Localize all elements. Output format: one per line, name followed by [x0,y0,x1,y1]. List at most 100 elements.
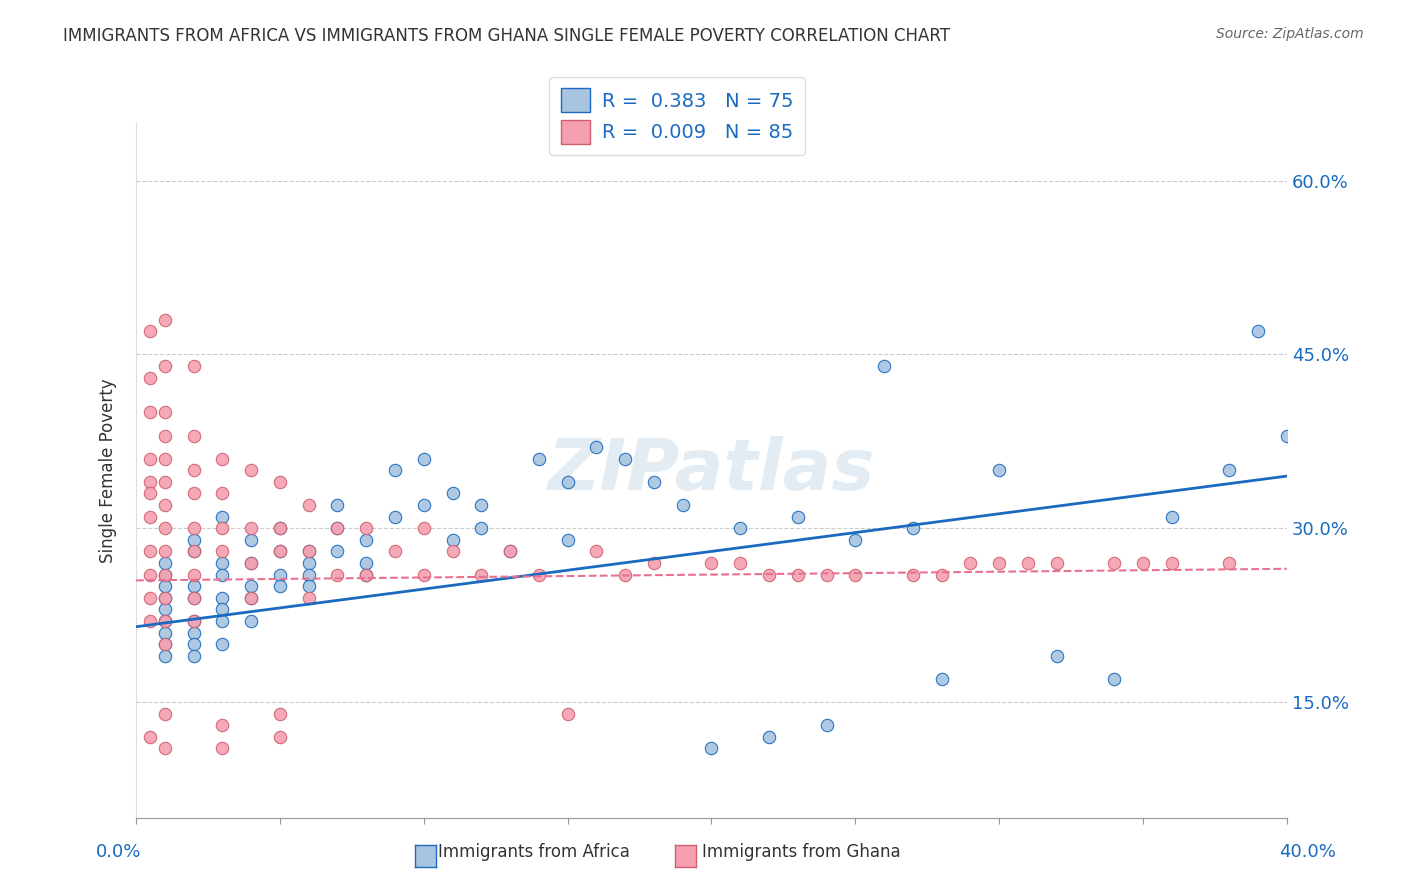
Point [153,556,176,570]
Point [211,741,233,756]
Point [672,498,695,512]
Point [240,614,263,628]
Point [614,567,637,582]
Point [585,544,607,558]
Point [153,521,176,535]
Point [326,567,349,582]
Point [758,567,780,582]
Point [384,463,406,477]
Point [183,591,205,605]
Point [153,359,176,373]
Point [844,533,866,547]
Point [153,614,176,628]
Point [700,556,723,570]
Point [470,521,492,535]
Point [240,463,263,477]
Point [240,533,263,547]
Point [527,451,550,466]
Point [240,591,263,605]
Text: 40.0%: 40.0% [1279,843,1336,861]
Point [183,544,205,558]
Point [758,730,780,744]
Point [183,648,205,663]
Point [412,451,434,466]
Point [183,637,205,651]
Point [240,591,263,605]
Point [412,521,434,535]
Point [470,498,492,512]
Point [211,591,233,605]
Point [988,556,1011,570]
Point [499,544,522,558]
Point [384,509,406,524]
Point [211,521,233,535]
Point [269,521,291,535]
Point [441,486,464,500]
Point [183,591,205,605]
Point [139,451,162,466]
Point [211,486,233,500]
Point [1275,428,1298,442]
Point [815,718,838,732]
Point [183,567,205,582]
Point [901,521,924,535]
Point [354,533,377,547]
Point [1046,648,1069,663]
Point [298,556,321,570]
Point [211,567,233,582]
Point [298,591,321,605]
Point [153,637,176,651]
Point [153,602,176,616]
Text: Immigrants from Africa: Immigrants from Africa [439,843,630,861]
Point [269,567,291,582]
Point [139,544,162,558]
Point [700,741,723,756]
Legend: R =  0.383   N = 75, R =  0.009   N = 85: R = 0.383 N = 75, R = 0.009 N = 85 [550,77,804,155]
Point [211,451,233,466]
Point [931,567,953,582]
Point [153,567,176,582]
Point [354,567,377,582]
Point [1046,556,1069,570]
Point [815,567,838,582]
Point [269,544,291,558]
Point [153,625,176,640]
Point [139,370,162,384]
Point [1132,556,1154,570]
Point [298,544,321,558]
Point [183,463,205,477]
Point [269,475,291,489]
Point [441,533,464,547]
Point [873,359,896,373]
Point [643,556,665,570]
Point [298,544,321,558]
Point [153,567,176,582]
Point [153,428,176,442]
Point [326,544,349,558]
Point [183,614,205,628]
Point [643,475,665,489]
Point [354,567,377,582]
Text: ZIPatlas: ZIPatlas [548,436,875,505]
Point [844,567,866,582]
Point [211,718,233,732]
Point [211,544,233,558]
Point [153,637,176,651]
Point [183,521,205,535]
Point [786,567,808,582]
Text: 0.0%: 0.0% [96,843,141,861]
Point [499,544,522,558]
Point [139,591,162,605]
Point [211,614,233,628]
Point [901,567,924,582]
Point [183,486,205,500]
Point [441,544,464,558]
Point [183,614,205,628]
Point [931,672,953,686]
Point [557,706,579,721]
Point [139,475,162,489]
Point [1102,672,1125,686]
Point [183,428,205,442]
Text: Immigrants from Ghana: Immigrants from Ghana [702,843,901,861]
Point [153,312,176,326]
